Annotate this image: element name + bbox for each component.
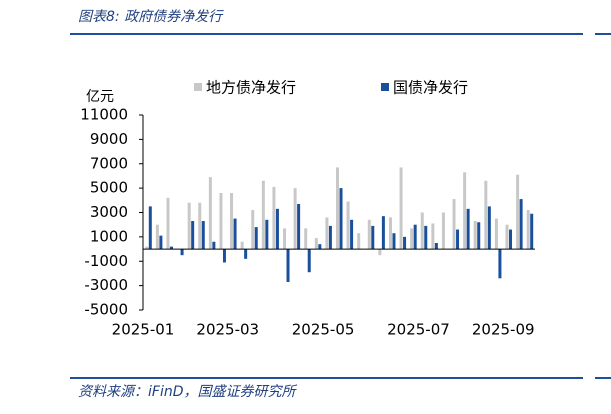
bar: [208, 177, 212, 250]
bar: [336, 167, 339, 250]
bar: [413, 224, 417, 250]
bar: [191, 221, 195, 250]
legend-swatch: [381, 83, 389, 91]
y-tick-label: -1000: [84, 252, 128, 270]
bar: [350, 219, 354, 250]
bar: [466, 208, 470, 250]
x-tick-label: 2025-05: [292, 321, 355, 339]
bar: [328, 225, 332, 250]
legend-label: 地方债净发行: [206, 79, 296, 97]
bar: [505, 224, 509, 250]
bar: [201, 221, 205, 250]
bar: [159, 235, 163, 250]
bar: [283, 228, 287, 250]
bar: [441, 212, 445, 250]
bar: [314, 238, 318, 250]
bar: [251, 210, 255, 250]
x-tick-label: 2025-01: [112, 321, 175, 339]
bar: [388, 217, 392, 250]
bar: [212, 241, 216, 250]
bar: [169, 246, 173, 250]
bar: [367, 219, 371, 250]
legend-swatch: [194, 83, 202, 91]
bar: [424, 225, 428, 250]
bar: [166, 197, 170, 250]
y-tick-label: -3000: [84, 276, 128, 294]
bar: [357, 233, 361, 250]
bar: [452, 199, 456, 250]
y-tick-label: 11000: [80, 106, 128, 124]
y-tick-label: 5000: [90, 179, 128, 197]
bar: [233, 218, 237, 250]
bar: [318, 244, 322, 250]
y-tick-label: -5000: [84, 301, 128, 319]
bar: [463, 172, 467, 250]
bar: [272, 186, 276, 250]
bar: [275, 208, 279, 250]
bar: [325, 217, 329, 250]
bar: [371, 225, 375, 250]
bar: [346, 201, 350, 250]
bar: [530, 213, 534, 250]
bar: [420, 212, 424, 250]
bar: [410, 228, 414, 250]
bar: [222, 249, 226, 263]
bar: [519, 199, 523, 250]
bar: [509, 229, 513, 250]
y-tick-label: 9000: [90, 130, 128, 148]
bar: [307, 249, 311, 273]
x-tick-label: 2025-03: [196, 321, 259, 339]
bar: [381, 216, 385, 250]
bar: [261, 180, 265, 250]
legend-label: 国债净发行: [393, 79, 468, 97]
bar: [254, 227, 258, 250]
bar: [399, 167, 403, 250]
y-tick-label: 1000: [90, 227, 128, 245]
bar: [148, 206, 152, 250]
x-tick-label: 2025-09: [472, 321, 535, 339]
y-unit: 亿元: [86, 89, 114, 105]
bar: [187, 202, 191, 250]
bar: [487, 206, 491, 250]
bar: [526, 210, 530, 250]
bar: [219, 193, 223, 250]
bar: [198, 202, 202, 250]
bar: [230, 193, 234, 250]
bar: [297, 203, 301, 250]
bar: [240, 241, 244, 250]
bar: [265, 219, 269, 250]
bar: [286, 249, 290, 282]
y-tick-label: 7000: [90, 154, 128, 172]
bar: [339, 188, 343, 250]
x-tick-label: 2025-07: [387, 321, 450, 339]
bar: [155, 224, 159, 250]
chart-title: 图表8: 政府债券净发行: [78, 9, 224, 25]
bar: [180, 249, 184, 256]
source: 资料来源：iFinD，国盛证券研究所: [78, 384, 297, 400]
bar: [477, 222, 481, 250]
bar: [473, 221, 477, 250]
bar: [516, 174, 520, 250]
bar: [434, 242, 438, 250]
bar: [304, 228, 308, 250]
bar: [403, 236, 407, 250]
bar: [244, 249, 248, 259]
bar: [498, 249, 502, 279]
bar: [431, 223, 435, 250]
bar: [494, 218, 498, 250]
y-tick-label: 3000: [90, 203, 128, 221]
bar: [145, 246, 149, 250]
bar: [293, 188, 297, 250]
bar: [378, 249, 382, 256]
bar: [456, 229, 460, 250]
bar: [392, 233, 396, 250]
bar: [484, 180, 488, 250]
